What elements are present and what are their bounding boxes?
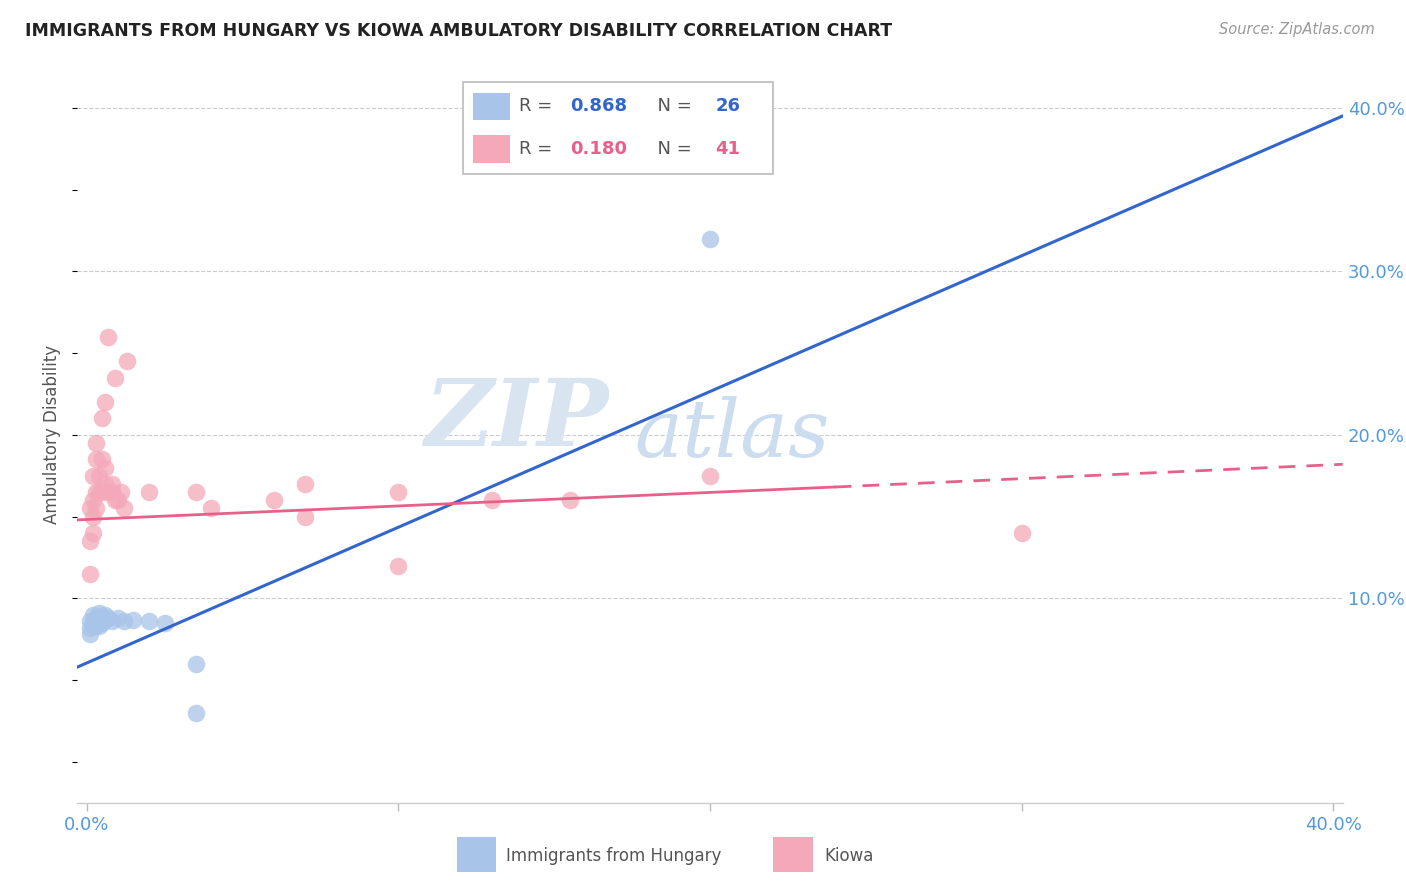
- Text: R =: R =: [519, 140, 558, 158]
- Point: [84, 613, 107, 627]
- Point: [112, 614, 135, 628]
- Point: [153, 615, 176, 630]
- Text: 26: 26: [716, 97, 740, 115]
- Point: [1011, 525, 1033, 540]
- Point: [97, 485, 120, 500]
- Bar: [472, 135, 510, 162]
- Point: [558, 493, 581, 508]
- Text: N =: N =: [645, 97, 697, 115]
- Point: [184, 657, 207, 671]
- Point: [89, 606, 111, 620]
- Text: 0.180: 0.180: [569, 140, 627, 158]
- Point: [79, 614, 101, 628]
- Point: [84, 436, 107, 450]
- Point: [138, 485, 160, 500]
- Point: [94, 460, 117, 475]
- Point: [112, 501, 135, 516]
- Text: atlas: atlas: [634, 396, 830, 474]
- Text: ZIP: ZIP: [425, 376, 609, 465]
- Text: 41: 41: [716, 140, 740, 158]
- Point: [97, 329, 120, 343]
- Text: R =: R =: [519, 97, 558, 115]
- Point: [82, 619, 104, 633]
- Point: [122, 613, 145, 627]
- Point: [104, 493, 127, 508]
- Point: [94, 613, 117, 627]
- Point: [97, 611, 120, 625]
- Point: [91, 411, 114, 425]
- Point: [82, 468, 104, 483]
- Point: [89, 468, 111, 483]
- Point: [294, 476, 316, 491]
- Text: Source: ZipAtlas.com: Source: ZipAtlas.com: [1219, 22, 1375, 37]
- Text: N =: N =: [645, 140, 697, 158]
- FancyBboxPatch shape: [464, 81, 773, 174]
- Point: [387, 558, 409, 573]
- Point: [138, 614, 160, 628]
- Point: [94, 476, 117, 491]
- Point: [79, 501, 101, 516]
- Point: [82, 493, 104, 508]
- Point: [91, 452, 114, 467]
- Point: [79, 534, 101, 549]
- Point: [100, 476, 122, 491]
- Point: [91, 485, 114, 500]
- Point: [184, 485, 207, 500]
- Point: [184, 706, 207, 720]
- Point: [294, 509, 316, 524]
- Point: [100, 614, 122, 628]
- Point: [82, 615, 104, 630]
- Point: [91, 615, 114, 630]
- Point: [94, 607, 117, 622]
- Bar: [472, 93, 510, 120]
- Point: [84, 617, 107, 632]
- Point: [89, 614, 111, 628]
- Point: [84, 485, 107, 500]
- Point: [107, 611, 129, 625]
- Text: Kiowa: Kiowa: [824, 847, 873, 865]
- Point: [699, 231, 721, 245]
- Point: [91, 609, 114, 624]
- Point: [89, 485, 111, 500]
- Point: [84, 452, 107, 467]
- Point: [107, 493, 129, 508]
- Text: IMMIGRANTS FROM HUNGARY VS KIOWA AMBULATORY DISABILITY CORRELATION CHART: IMMIGRANTS FROM HUNGARY VS KIOWA AMBULAT…: [25, 22, 893, 40]
- Point: [104, 370, 127, 384]
- Point: [79, 621, 101, 635]
- Point: [100, 485, 122, 500]
- Point: [82, 509, 104, 524]
- Point: [84, 611, 107, 625]
- Y-axis label: Ambulatory Disability: Ambulatory Disability: [44, 345, 62, 524]
- Point: [110, 485, 132, 500]
- Point: [481, 493, 503, 508]
- Point: [200, 501, 222, 516]
- Point: [387, 485, 409, 500]
- Point: [84, 501, 107, 516]
- Point: [699, 468, 721, 483]
- Point: [82, 607, 104, 622]
- Point: [94, 395, 117, 409]
- Point: [115, 354, 138, 368]
- Text: Immigrants from Hungary: Immigrants from Hungary: [506, 847, 721, 865]
- Text: 0.868: 0.868: [569, 97, 627, 115]
- Point: [79, 566, 101, 581]
- Point: [79, 627, 101, 641]
- Point: [89, 619, 111, 633]
- Point: [263, 493, 285, 508]
- Point: [82, 525, 104, 540]
